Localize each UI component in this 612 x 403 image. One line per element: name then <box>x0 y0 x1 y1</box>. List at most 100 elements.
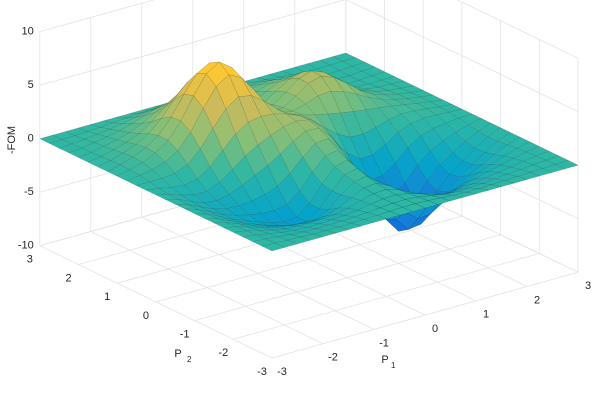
y-tick-label: 1 <box>104 291 110 303</box>
surface-facet <box>274 225 298 229</box>
surface-facet <box>368 97 392 109</box>
surface-facet <box>71 139 95 149</box>
surface-facet <box>327 112 351 138</box>
surface-facet <box>87 156 111 168</box>
surface-facet <box>400 85 424 93</box>
surface-facet <box>427 197 452 205</box>
y-tick-label: -1 <box>180 329 190 341</box>
grid-line <box>39 0 346 86</box>
surface-facet <box>242 222 265 227</box>
surface-facet <box>302 143 326 173</box>
surface-facet <box>487 164 512 173</box>
surface-facet <box>187 148 211 180</box>
surface-facet <box>507 169 531 177</box>
x-tick-label: 3 <box>585 280 591 292</box>
x-tick-label: 0 <box>432 323 438 335</box>
surface-facet <box>200 127 223 168</box>
grid-line <box>39 0 155 33</box>
surface-facet <box>222 133 246 170</box>
surface-facet <box>184 208 208 215</box>
surface-facet <box>325 226 350 234</box>
surface-facet <box>207 213 230 221</box>
grid-line <box>194 234 501 321</box>
surface-facet <box>300 233 324 241</box>
x-tick-label: 2 <box>534 294 540 306</box>
surface-facet <box>242 234 266 242</box>
surface-facet <box>298 70 322 84</box>
surface-facet <box>49 139 73 149</box>
surface-facet <box>453 192 477 198</box>
surface-facet <box>430 140 453 166</box>
surface-facet <box>229 185 253 206</box>
grid-line <box>155 215 463 303</box>
surface-facet <box>103 117 127 123</box>
labels: -FOM P 2 P 1 -3-2-10123-3-2-10123-10-505… <box>6 26 591 378</box>
surface-facet <box>132 112 156 124</box>
surface-facet <box>417 150 441 182</box>
z-tick-label: 5 <box>28 79 34 91</box>
surface-facet <box>308 119 332 138</box>
surface-facet <box>315 138 339 156</box>
x-tick-label: -3 <box>277 366 287 378</box>
surface-facet <box>404 164 428 201</box>
surface-facet <box>329 61 353 71</box>
surface-facet <box>462 177 486 187</box>
surface-facet <box>510 161 534 170</box>
surface-facet <box>419 94 443 103</box>
surface-facet <box>356 93 380 110</box>
surface-facet <box>462 148 486 165</box>
z-tick-label: -5 <box>24 186 34 198</box>
surface-facet <box>331 174 355 195</box>
grid-line <box>233 253 540 340</box>
surface-facet <box>264 186 288 211</box>
surface-facet <box>116 113 139 119</box>
y-tick-label: 0 <box>143 310 149 322</box>
surface-facet <box>225 96 249 135</box>
surface-facet <box>351 219 375 227</box>
z-tick-label: -10 <box>18 240 34 252</box>
surface-facet <box>379 203 404 212</box>
surface-facet <box>267 153 291 187</box>
y-tick-label: 3 <box>27 254 33 266</box>
surface-facet <box>388 113 412 133</box>
surface-facet <box>93 136 118 147</box>
y-axis-label-subscript: 2 <box>187 355 192 364</box>
surface-facet <box>87 127 111 135</box>
surface-facet <box>277 173 300 205</box>
surface-facet <box>174 164 198 186</box>
surface-facet <box>248 116 271 146</box>
surface-facet <box>311 119 335 141</box>
surface-facet <box>129 162 153 176</box>
surface-facet <box>455 124 479 142</box>
surface-facet <box>429 99 453 107</box>
z-tick-label: 10 <box>22 26 34 38</box>
surface-facet <box>216 218 240 225</box>
surface-facet <box>504 176 528 184</box>
surface-facet <box>292 130 316 158</box>
surface-facet <box>344 168 368 182</box>
surface-facet <box>405 196 429 204</box>
x-tick-label: -2 <box>328 352 338 364</box>
surface-facet <box>78 152 102 163</box>
surface-facet <box>394 147 418 183</box>
surface-facet <box>213 222 237 228</box>
surface-facet <box>39 135 63 144</box>
surface-facet <box>468 118 492 132</box>
surface-facet <box>394 98 418 105</box>
surface-facet <box>389 207 413 216</box>
x-axis-label: P <box>381 354 388 366</box>
surface-facet <box>273 91 296 108</box>
grid-line <box>456 0 579 59</box>
surface-facet <box>479 184 502 191</box>
y-tick-label: -3 <box>257 366 267 378</box>
surface-facet <box>261 242 286 252</box>
grid-line <box>271 271 579 359</box>
y-tick-label: -2 <box>218 347 228 359</box>
surface-facet <box>371 71 395 81</box>
surface-facet <box>360 193 384 205</box>
surface-facet <box>413 108 437 119</box>
y-tick-label: 2 <box>65 272 71 284</box>
x-tick-label: -1 <box>379 337 389 349</box>
x-tick-label: 1 <box>483 309 489 321</box>
surface-facet <box>333 77 357 95</box>
